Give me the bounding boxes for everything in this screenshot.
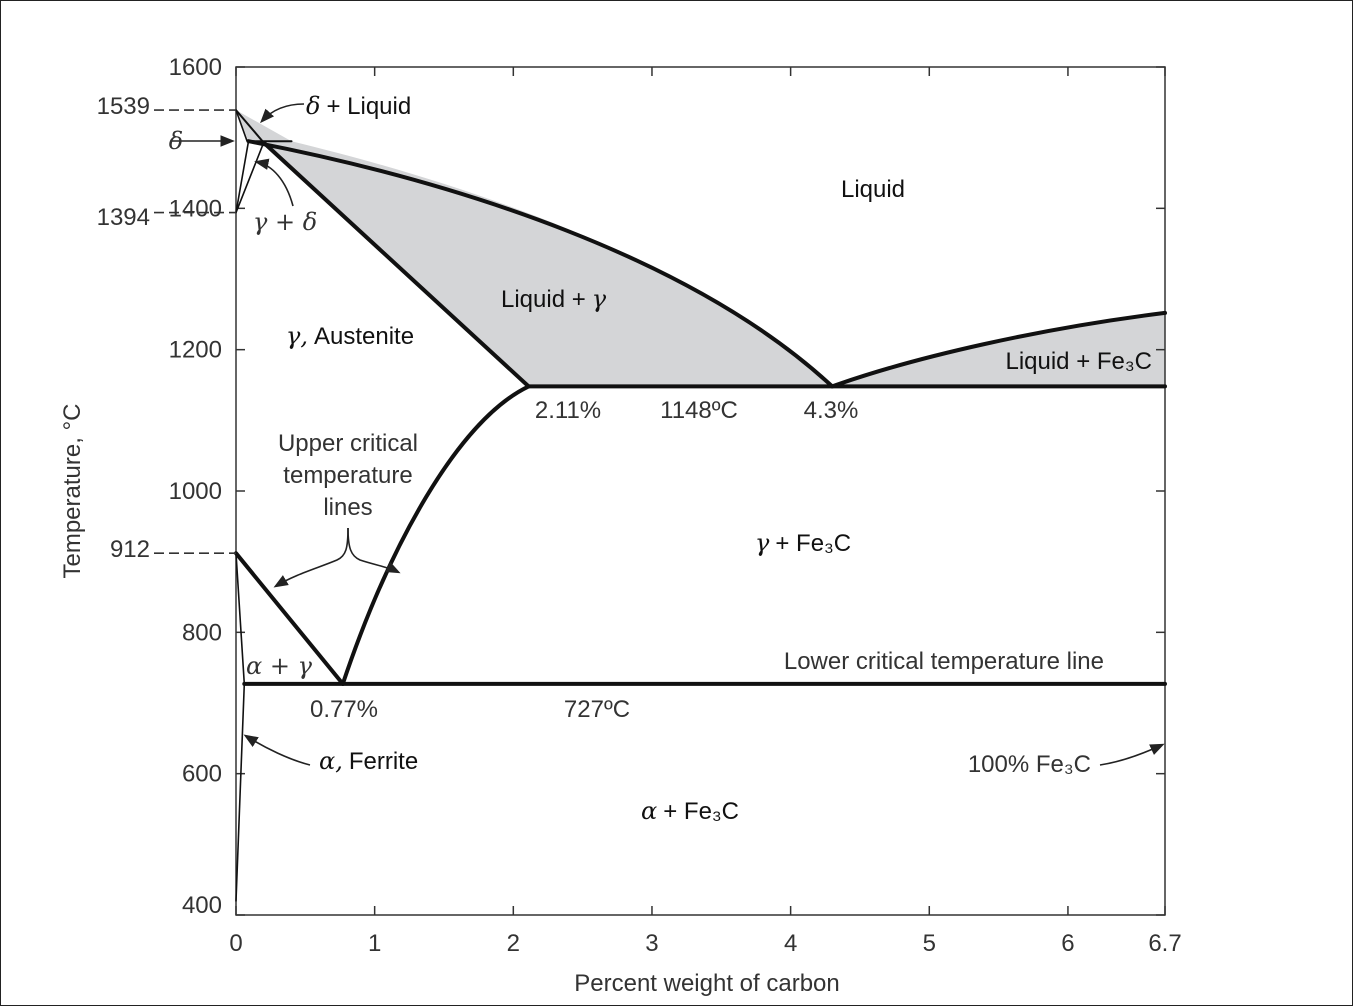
annotation-4-3-percent: 4.3% [804,397,859,424]
upper-critical-line-2: temperature [283,462,412,489]
y-axis-tick-labels: 400 600 800 1000 1200 1400 1600 [169,54,222,919]
fe3c-100-label: 100% Fe₃C [968,751,1091,778]
liquidus-line-gamma [246,139,835,389]
y-tick-label: 1600 [169,54,222,81]
liquidus-line-fe3c [830,310,1167,389]
x-axis-ticks [235,67,1166,915]
upper-critical-line-1: Upper critical [278,430,418,457]
liquid-gamma-region [263,141,833,387]
annotation-1148-c: 1148ºC [660,397,738,424]
delta-liquid-arrow [260,103,305,124]
fe3c-100-arrow [1099,743,1165,766]
y-tick-label: 600 [182,761,222,788]
x-tick-label: 6 [1061,930,1074,957]
upper-critical-arrow-left [273,527,349,588]
delta-liquid-region [236,110,292,142]
ferrite-solvus-line [235,683,246,902]
x-tick-label: 2 [507,930,520,957]
annotation-2-11-percent: 2.11% [535,397,601,424]
gamma-fe3c-label: γ + Fe₃C [755,529,851,557]
delta-liquidus-line [235,109,265,144]
y-tick-label: 400 [182,892,222,919]
y-tick-label: 1200 [169,337,222,364]
marked-temp-1394: 1394 [97,204,150,231]
x-tick-label: 6.7 [1148,930,1181,957]
x-tick-label: 4 [784,930,797,957]
austenite-label: γ, Austenite [286,322,414,350]
ferrite-label: α, Ferrite [319,747,418,775]
alpha-gamma-label: α + γ [246,652,313,680]
annotation-0-77-percent: 0.77% [310,696,378,723]
gamma-delta-arrow [254,158,294,207]
gamma-delta-boundary-line [235,140,265,214]
x-tick-label: 5 [923,930,936,957]
solidus-line [261,140,531,389]
upper-critical-line-3: lines [323,494,372,521]
y-axis-title: Temperature, °C [59,404,86,579]
gamma-delta-label: γ + δ [253,208,317,236]
liquid-fe3c-label: Liquid + Fe₃C [1005,348,1152,375]
delta-liquid-label: δ + Liquid [306,92,411,120]
delta-marker-label: δ [169,127,183,155]
annotation-727-c: 727ºC [564,696,630,723]
acm-upper-critical-line [340,384,531,686]
upper-critical-arrow-right [347,527,401,574]
liquid-gamma-label: Liquid + γ [501,285,607,313]
x-tick-label: 1 [368,930,381,957]
ferrite-arrow [243,734,311,766]
delta-boundary-line [235,109,248,142]
alpha-fe3c-label: α + Fe₃C [641,797,739,825]
marked-temp-1539: 1539 [97,93,150,120]
alpha-gamma-boundary-line [235,552,246,685]
marked-temp-912: 912 [110,536,150,563]
y-tick-label: 800 [182,619,222,646]
liquid-label: Liquid [841,176,905,203]
x-axis-title: Percent weight of carbon [574,970,840,997]
lower-critical-label: Lower critical temperature line [784,648,1104,675]
liquid-fe3c-region [832,312,1165,387]
x-tick-label: 0 [229,930,242,957]
x-tick-label: 3 [645,930,658,957]
y-tick-label: 1400 [169,195,222,222]
a3-upper-critical-line [234,551,345,686]
x-axis-tick-labels: 0 1 2 3 4 5 6 6.7 [229,930,1181,957]
y-tick-label: 1000 [169,478,222,505]
